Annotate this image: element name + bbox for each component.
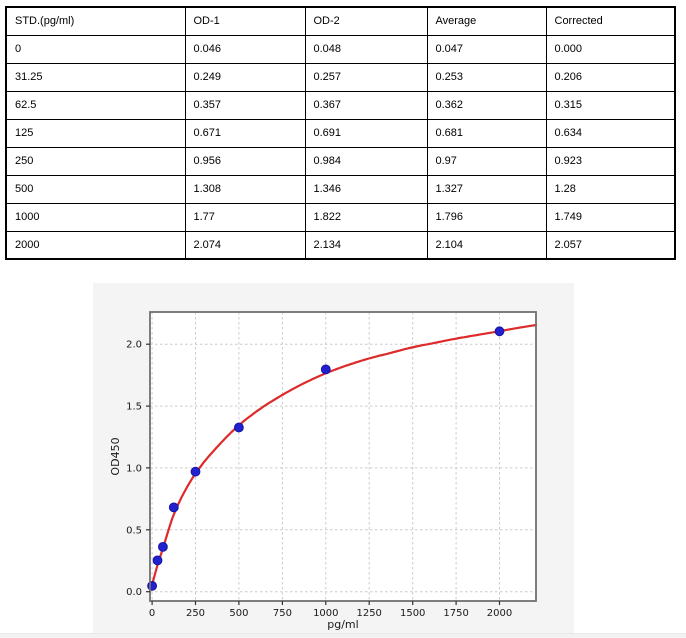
table-cell: 250 (5, 146, 186, 176)
table-cell: 0.671 (184, 118, 306, 148)
table-cell: 0.315 (545, 90, 676, 120)
y-tick-label: 1.5 (126, 402, 142, 413)
data-point (190, 466, 201, 477)
table-cell: 0.000 (545, 34, 676, 64)
x-tick-label: 1750 (443, 608, 468, 619)
x-tick-label: 500 (229, 608, 248, 619)
table-cell: 0.923 (545, 146, 676, 176)
plot-frame (149, 311, 537, 602)
data-point (494, 326, 505, 337)
table-cell: 0.257 (304, 62, 428, 92)
x-tick-label: 1250 (356, 608, 381, 619)
fit-curve (151, 323, 538, 586)
standards-table: STD.(pg/ml) OD-1 OD-2 Average Corrected 0 0.0… (5, 6, 676, 260)
column-header: OD-1 (184, 6, 306, 36)
table-row: 0 0.046 0.048 0.047 0.000 (5, 34, 676, 64)
chart-card: 0 250 500 750 1000 1250 1500 1750 2000 0.0 0.5 1.0 1… (93, 283, 574, 633)
table-cell: 0.956 (184, 146, 306, 176)
data-point (168, 502, 179, 513)
x-axis-label: pg/ml (327, 618, 358, 631)
standard-curve-chart: 0 250 500 750 1000 1250 1500 1750 2000 0.0 0.5 1.0 1… (109, 311, 538, 631)
table-cell: 62.5 (5, 90, 186, 120)
table-cell: 0.691 (304, 118, 428, 148)
x-tick-label: 2000 (487, 608, 512, 619)
data-point (234, 422, 244, 433)
x-tick-label: 250 (186, 608, 205, 619)
table-body: 0 0.046 0.048 0.047 0.000 31.25 0.249 0.257 0.25… (5, 34, 676, 260)
table-cell: 1.327 (426, 174, 547, 204)
table-cell: 0.047 (426, 34, 547, 64)
table-row: 125 0.671 0.691 0.681 0.634 (5, 118, 676, 148)
data-point (320, 364, 331, 375)
x-tick-label: 750 (273, 608, 292, 619)
x-tick-label: 0 (149, 608, 155, 619)
table-cell: 0.048 (304, 34, 428, 64)
y-tick-label: 1.0 (126, 463, 142, 474)
table-cell: 0.634 (545, 118, 676, 148)
data-point (152, 555, 163, 566)
table-cell: 1.346 (304, 174, 428, 204)
table-cell: 1.796 (426, 202, 547, 232)
column-header: Average (426, 6, 547, 36)
column-header: Corrected (545, 6, 676, 36)
table-cell: 125 (5, 118, 186, 148)
table-cell: 2.057 (545, 230, 676, 260)
table-cell: 0.367 (304, 90, 428, 120)
table-row: 31.25 0.249 0.257 0.253 0.206 (5, 62, 676, 92)
column-header: OD-2 (304, 6, 428, 36)
table-cell: 2000 (5, 230, 186, 260)
table-cell: 0.046 (184, 34, 306, 64)
x-tick-label: 1500 (400, 608, 425, 619)
table-cell: 500 (5, 174, 186, 204)
table-cell: 2.134 (304, 230, 428, 260)
table-cell: 1.77 (184, 202, 306, 232)
y-tick-label: 0.0 (126, 587, 142, 598)
x-tick-label: 1000 (313, 608, 338, 619)
table-cell: 0.681 (426, 118, 547, 148)
table-cell: 0.253 (426, 62, 547, 92)
table-cell: 2.104 (426, 230, 547, 260)
table-cell: 1000 (5, 202, 186, 232)
table-cell: 0.362 (426, 90, 547, 120)
table-cell: 0.984 (304, 146, 428, 176)
column-header: STD.(pg/ml) (5, 6, 186, 36)
data-point (158, 542, 168, 552)
table-cell: 0.249 (184, 62, 306, 92)
table-cell: 0.357 (184, 90, 306, 120)
table-row: 250 0.956 0.984 0.97 0.923 (5, 146, 676, 176)
table-cell: 0.97 (426, 146, 547, 176)
table-header-row: STD.(pg/ml) OD-1 OD-2 Average Corrected (5, 6, 676, 36)
y-tick-label: 2.0 (126, 340, 142, 351)
table-row: 2000 2.074 2.134 2.104 2.057 (5, 230, 676, 260)
table-cell: 0 (5, 34, 186, 64)
table-cell: 1.822 (304, 202, 428, 232)
table-cell: 0.206 (545, 62, 676, 92)
table-cell: 1.308 (184, 174, 306, 204)
table-cell: 31.25 (5, 62, 186, 92)
plot-area (150, 312, 536, 601)
data-point (147, 581, 157, 591)
y-tick-label: 0.5 (126, 525, 142, 536)
table-row: 1000 1.77 1.822 1.796 1.749 (5, 202, 676, 232)
table-row: 500 1.308 1.346 1.327 1.28 (5, 174, 676, 204)
bottom-strip (0, 633, 686, 638)
table-cell: 1.749 (545, 202, 676, 232)
table-cell: 2.074 (184, 230, 306, 260)
table-row: 62.5 0.357 0.367 0.362 0.315 (5, 90, 676, 120)
y-axis-label: OD450 (109, 437, 122, 475)
table-cell: 1.28 (545, 174, 676, 204)
